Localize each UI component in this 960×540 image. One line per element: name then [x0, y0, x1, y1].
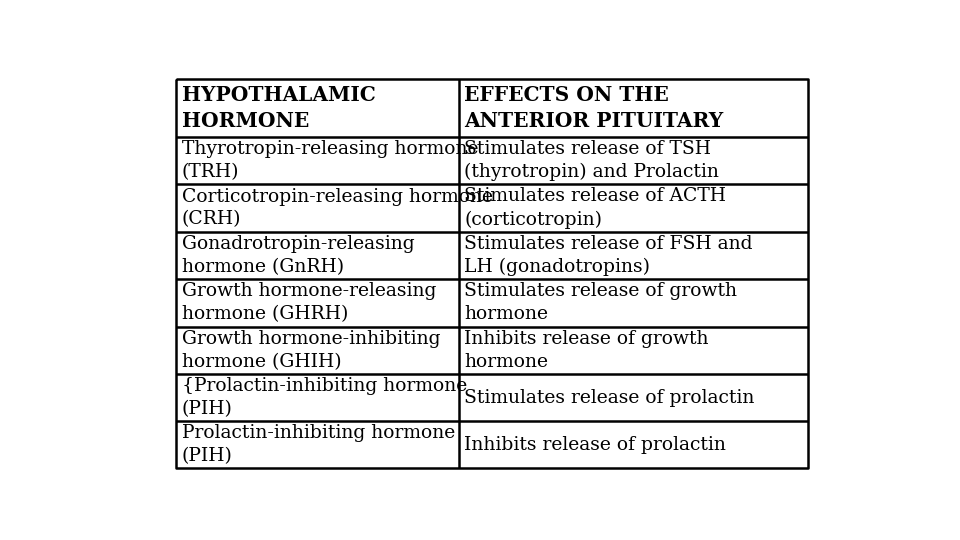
Text: Inhibits release of growth
hormone: Inhibits release of growth hormone	[465, 330, 709, 371]
Text: Stimulates release of prolactin: Stimulates release of prolactin	[465, 389, 755, 407]
Text: Growth hormone-inhibiting
hormone (GHIH): Growth hormone-inhibiting hormone (GHIH)	[181, 330, 441, 371]
Text: EFFECTS ON THE
ANTERIOR PITUITARY: EFFECTS ON THE ANTERIOR PITUITARY	[465, 85, 724, 131]
Text: Corticotropin-releasing hormone
(CRH): Corticotropin-releasing hormone (CRH)	[181, 187, 492, 228]
Text: Inhibits release of prolactin: Inhibits release of prolactin	[465, 436, 727, 454]
Text: Stimulates release of FSH and
LH (gonadotropins): Stimulates release of FSH and LH (gonado…	[465, 235, 753, 276]
Text: Stimulates release of growth
hormone: Stimulates release of growth hormone	[465, 282, 737, 323]
Text: Gonadrotropin-releasing
hormone (GnRH): Gonadrotropin-releasing hormone (GnRH)	[181, 235, 415, 276]
Text: Growth hormone-releasing
hormone (GHRH): Growth hormone-releasing hormone (GHRH)	[181, 282, 436, 323]
Text: Thyrotropin-releasing hormone
(TRH): Thyrotropin-releasing hormone (TRH)	[181, 140, 478, 181]
Text: Prolactin-inhibiting hormone
(PIH): Prolactin-inhibiting hormone (PIH)	[181, 424, 455, 465]
Text: {Prolactin-inhibiting hormone
(PIH): {Prolactin-inhibiting hormone (PIH)	[181, 377, 467, 418]
Text: Stimulates release of ACTH
(corticotropin): Stimulates release of ACTH (corticotropi…	[465, 187, 727, 228]
Text: HYPOTHALAMIC
HORMONE: HYPOTHALAMIC HORMONE	[181, 85, 375, 131]
Text: Stimulates release of TSH
(thyrotropin) and Prolactin: Stimulates release of TSH (thyrotropin) …	[465, 140, 719, 181]
